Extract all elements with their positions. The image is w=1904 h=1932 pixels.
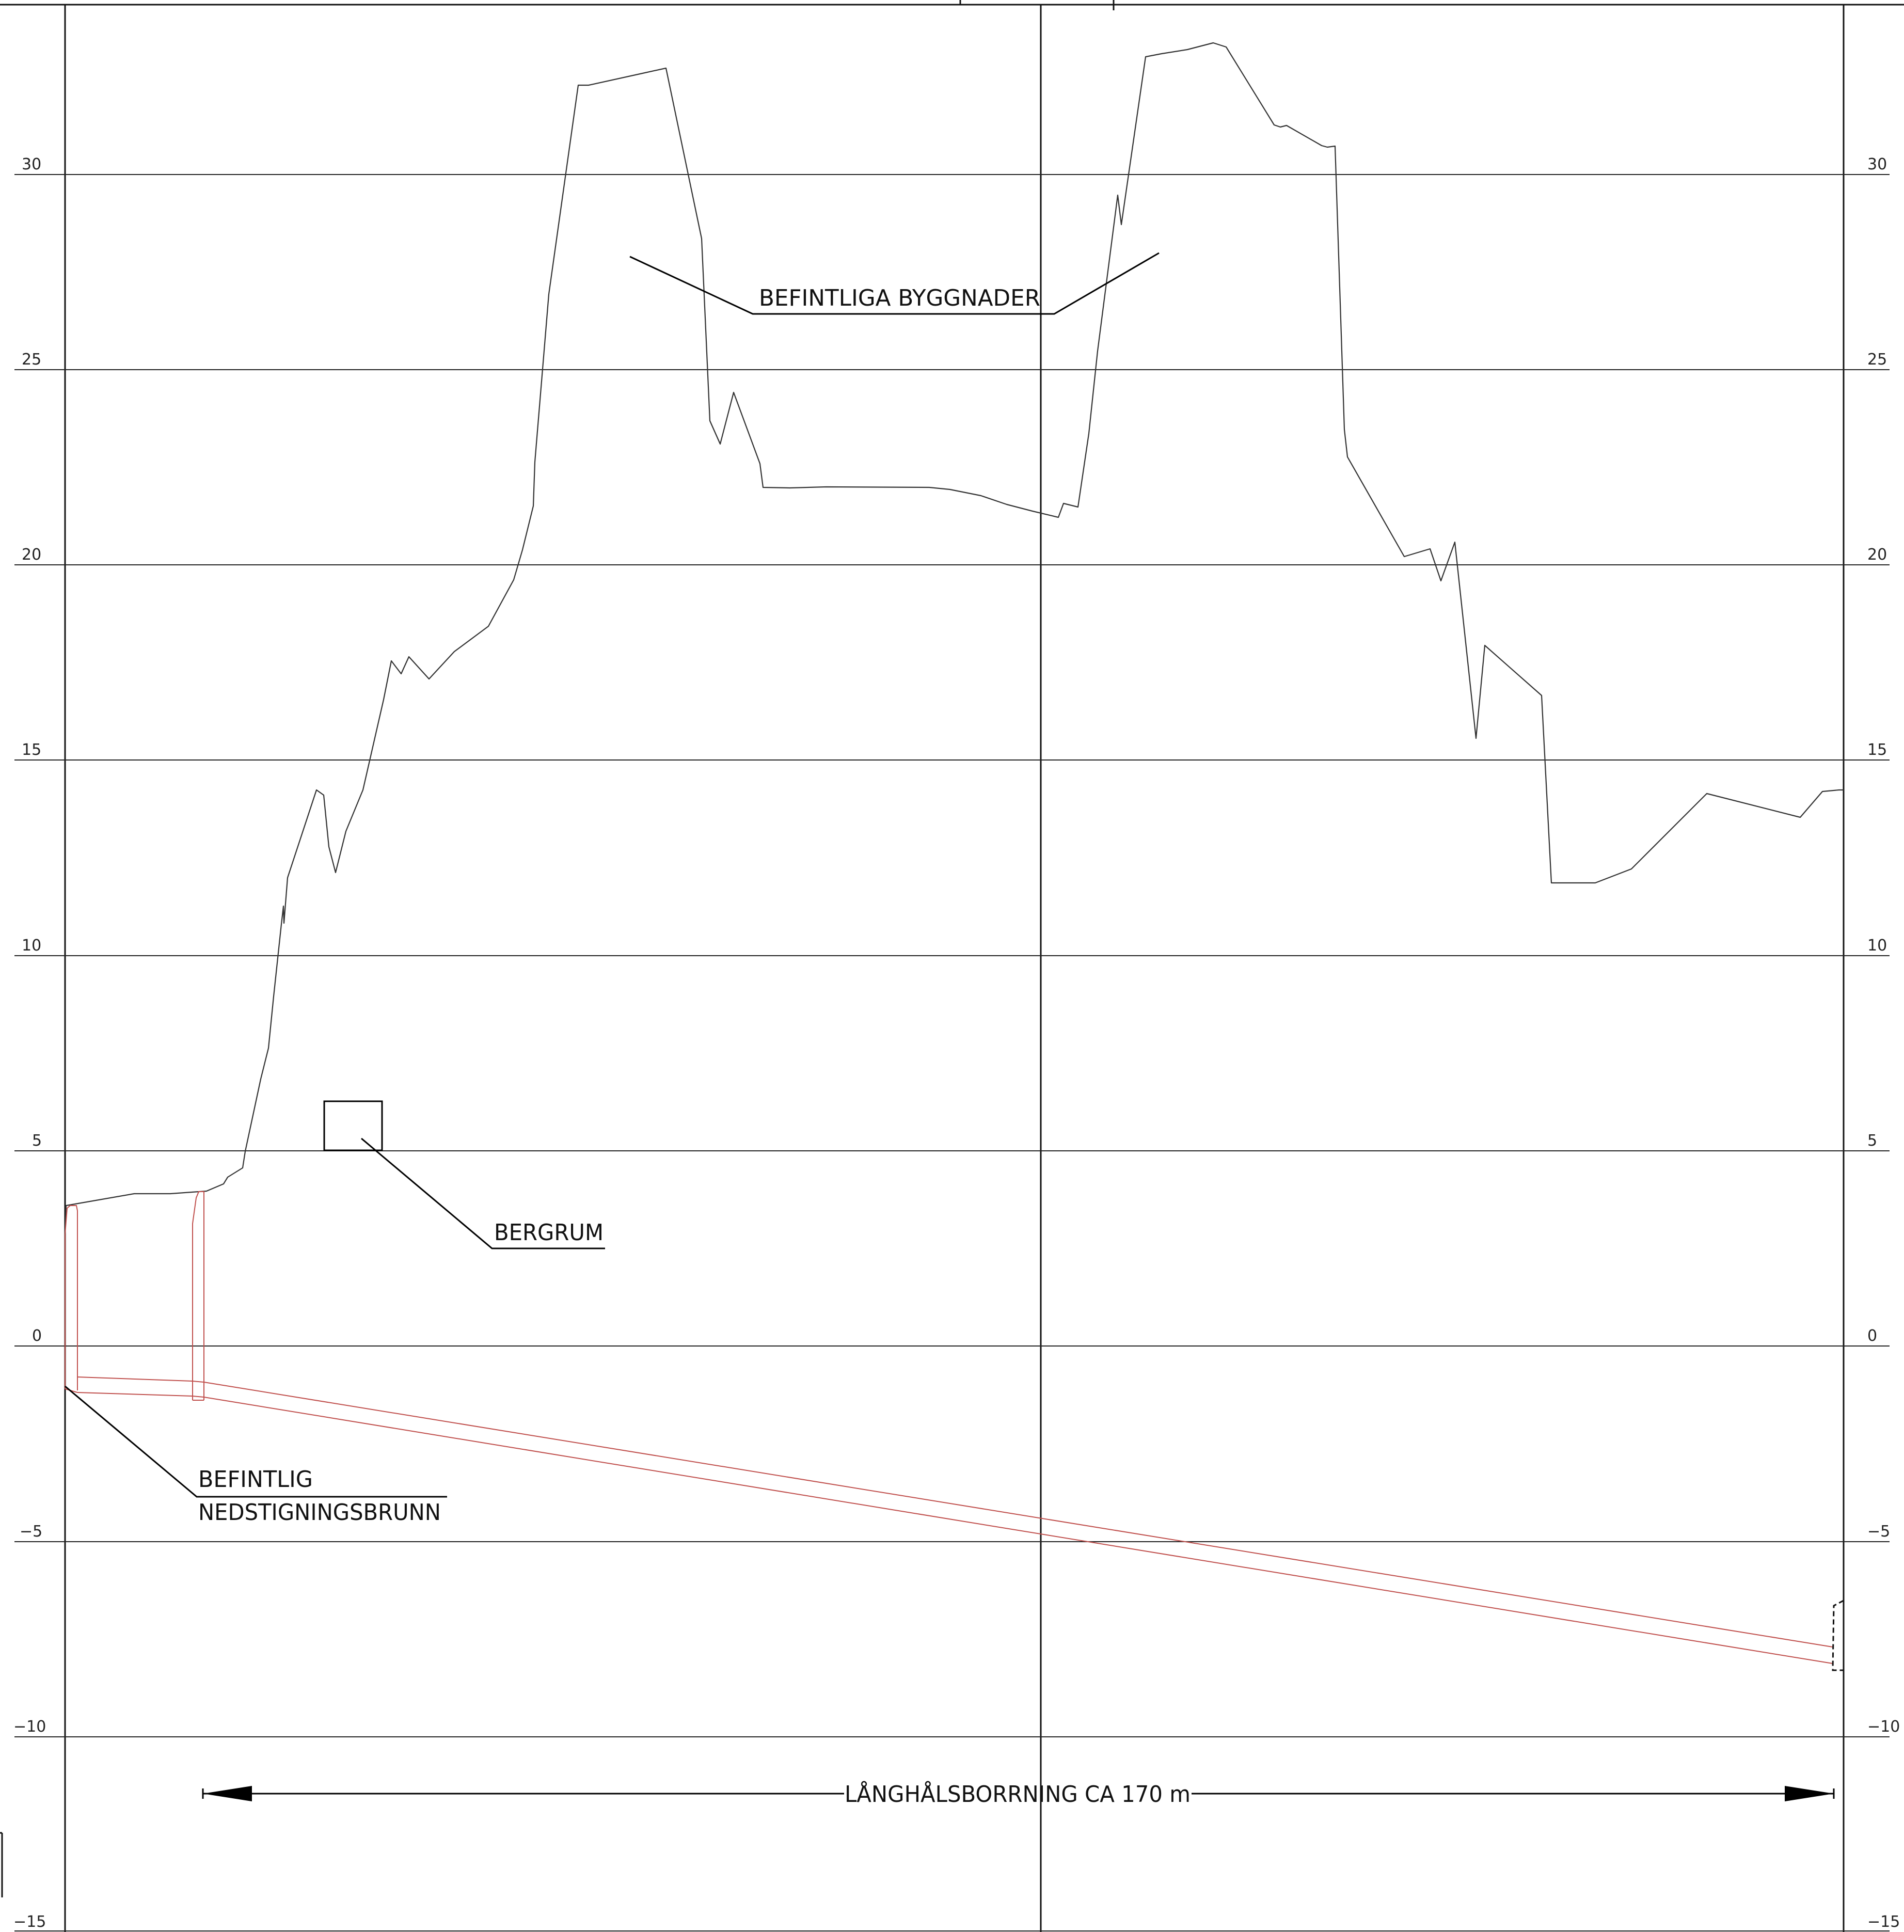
- pipe-end-marker: [1832, 1600, 1844, 1671]
- tick-right-minus10: −10: [1867, 1718, 1900, 1736]
- tick-right-5: 5: [1867, 1132, 1877, 1150]
- manhole-label-line2: NEDSTIGNINGSBRUNN: [198, 1499, 441, 1526]
- tick-left-10: 10: [22, 937, 41, 955]
- tick-right-15: 15: [1867, 741, 1887, 759]
- elevation-labels-right: 30 25 20 15 10 5 0 −5 −10 −15: [1867, 155, 1900, 1931]
- manhole-label-line1: BEFINTLIG: [198, 1466, 313, 1493]
- tick-right-30: 30: [1867, 155, 1887, 173]
- drilling-label: LÅNGHÅLSBORRNING CA 170 m: [845, 1780, 1191, 1808]
- tick-right-20: 20: [1867, 546, 1887, 564]
- tick-left-20: 20: [22, 546, 41, 564]
- tick-right-minus5: −5: [1867, 1523, 1890, 1541]
- rock-cavern-box: [323, 1100, 383, 1151]
- tick-left-minus15: −15: [13, 1913, 46, 1931]
- rock-cavern-leader: [361, 1137, 605, 1249]
- tick-left-15: 15: [22, 741, 41, 759]
- tick-right-minus15: −15: [1867, 1913, 1900, 1931]
- tick-right-0: 0: [1867, 1327, 1877, 1345]
- drill-start-shaft: [192, 1191, 204, 1401]
- existing-manhole-well: [65, 1205, 78, 1390]
- buildings-leader: [629, 252, 1160, 315]
- tick-left-30: 30: [22, 155, 41, 173]
- elevation-labels-left: 30 25 20 15 10 5 0 −5 −10 −15: [13, 155, 46, 1931]
- tick-left-5: 5: [32, 1132, 42, 1150]
- dimension-arrow-left: [203, 1786, 252, 1801]
- tick-left-25: 25: [22, 351, 41, 369]
- tick-left-minus10: −10: [13, 1718, 46, 1736]
- tick-right-25: 25: [1867, 351, 1887, 369]
- leader-lines: [65, 252, 1160, 1498]
- elevation-grid: [14, 174, 1890, 1931]
- buildings-label: BEFINTLIGA BYGGNADER: [759, 285, 1040, 311]
- manhole-leader: [65, 1385, 447, 1498]
- drilling-dimension: [202, 1786, 1835, 1801]
- tick-left-minus5: −5: [20, 1523, 42, 1541]
- dimension-arrow-right: [1785, 1786, 1834, 1801]
- tick-left-0: 0: [32, 1327, 42, 1345]
- rock-cavern-label: BERGRUM: [494, 1220, 604, 1246]
- tick-right-10: 10: [1867, 937, 1887, 955]
- terrain-profile-line: [64, 42, 1844, 1234]
